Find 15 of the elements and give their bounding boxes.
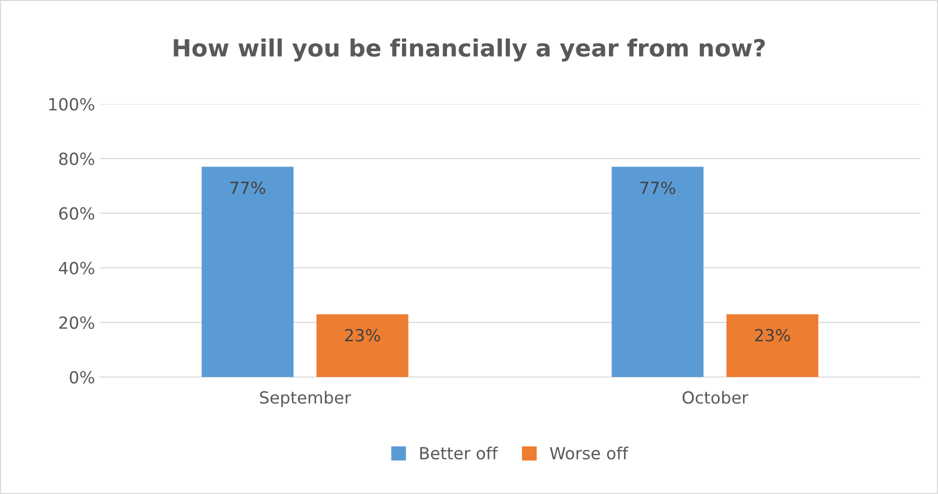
y-tick-label: 40% [58, 262, 94, 274]
y-tick-label: 0% [70, 370, 94, 384]
y-tick-label: 60% [59, 207, 94, 220]
y-tick-label: 100% [49, 98, 94, 111]
data-label: 23% [755, 328, 790, 342]
data-label: 77% [230, 182, 266, 194]
x-tick-label: September [260, 390, 352, 408]
legend-label: Better off [420, 446, 498, 460]
data-label: 77% [640, 182, 676, 194]
x-tick-label: October [682, 390, 748, 404]
legend-label: Worse off [550, 446, 628, 460]
y-tick-label: 20% [59, 316, 94, 329]
y-tick-label: 80% [59, 152, 94, 166]
chart-title: How will you be financially a year from now? [174, 38, 765, 62]
data-label: 23% [345, 328, 380, 342]
